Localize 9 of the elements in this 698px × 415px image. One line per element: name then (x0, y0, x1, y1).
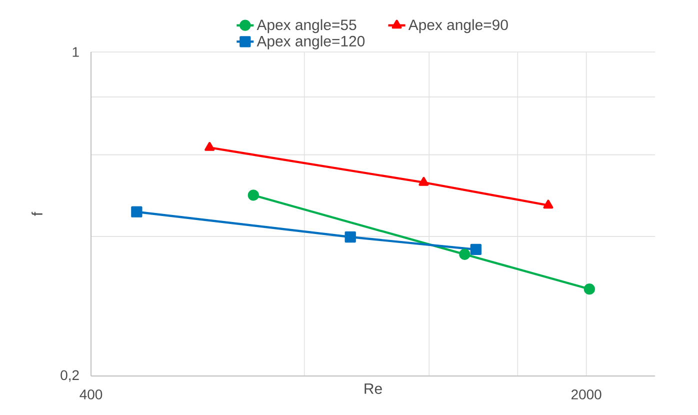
y-tick-label: 0,2 (60, 370, 79, 382)
y-axis-title: f (32, 212, 42, 216)
x-tick-label: 2000 (572, 390, 602, 400)
legend-label: Apex angle=55 (256, 19, 356, 34)
y-tick-label: 1 (72, 47, 79, 57)
x-tick-label: 400 (80, 390, 102, 400)
x-axis-title: Re (364, 384, 382, 394)
legend-label: Apex angle=90 (408, 19, 508, 34)
legend-label: Apex angle=120 (256, 35, 365, 50)
